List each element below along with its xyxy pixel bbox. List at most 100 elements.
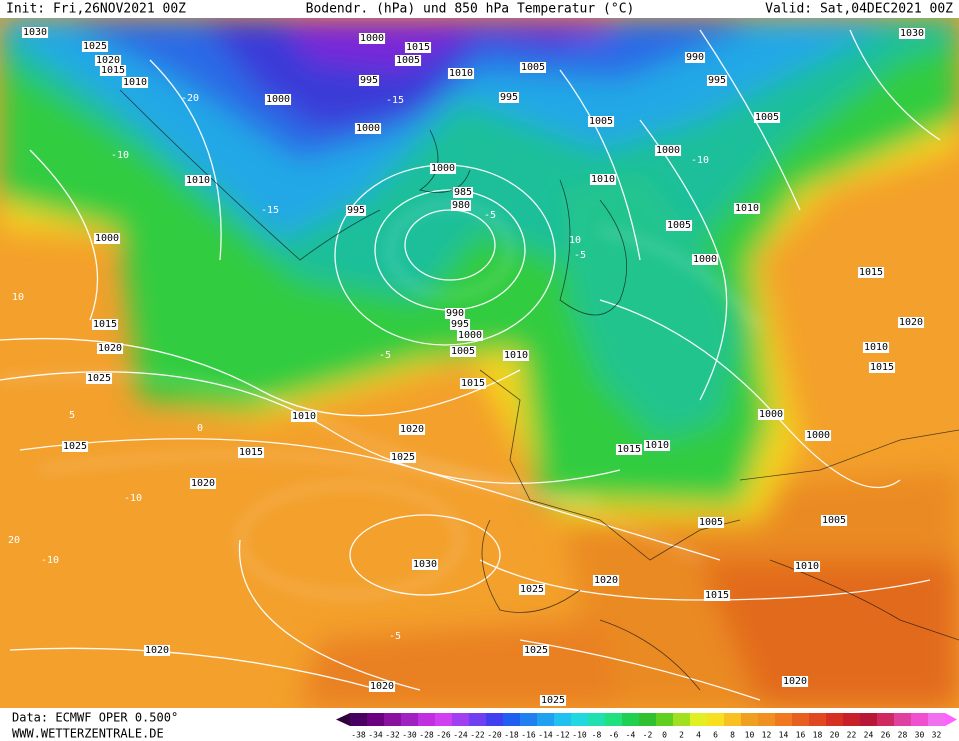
isobar-label-box bbox=[757, 409, 785, 420]
isobar-label: 1010 bbox=[449, 68, 473, 79]
isobar-label: 1020 bbox=[145, 645, 169, 656]
colorbar-cell bbox=[758, 713, 776, 726]
colorbar-label: -12 bbox=[555, 731, 570, 740]
isobar-label-box bbox=[411, 559, 439, 570]
isobar-label-box bbox=[189, 478, 217, 489]
isobar-label: 1025 bbox=[541, 695, 565, 706]
isobar-label-box bbox=[452, 187, 474, 198]
colorbar-label: -24 bbox=[453, 731, 468, 740]
isobar-label-box bbox=[459, 378, 487, 389]
isobar-label-box bbox=[654, 145, 682, 156]
isobar-label-box bbox=[519, 62, 547, 73]
colorbar-cell bbox=[809, 713, 827, 726]
isobar-label: 1005 bbox=[822, 515, 846, 526]
temperature-label: 5 bbox=[69, 410, 75, 421]
temperature-label: 10 bbox=[12, 292, 24, 303]
isobar-label: 985 bbox=[454, 187, 472, 198]
isobar-label-box bbox=[93, 233, 121, 244]
isobar-label-box bbox=[589, 174, 617, 185]
isobar-label-box bbox=[450, 200, 472, 211]
colorbar-cell bbox=[384, 713, 402, 726]
isobar-label: 1010 bbox=[864, 342, 888, 353]
colorbar-label: -4 bbox=[626, 731, 636, 740]
isobar-label-box bbox=[539, 695, 567, 706]
isobar-label: 1005 bbox=[699, 517, 723, 528]
isobar-label-box bbox=[793, 561, 821, 572]
isobar-label-box bbox=[857, 267, 885, 278]
isobar-label: 1010 bbox=[292, 411, 316, 422]
temperature-label: 10 bbox=[569, 235, 581, 246]
isobar-label: 1020 bbox=[98, 343, 122, 354]
temperature-label: -10 bbox=[124, 493, 142, 504]
colorbar-cell bbox=[690, 713, 708, 726]
isobar-label-box bbox=[706, 75, 728, 86]
init-time: Init: Fri,26NOV2021 00Z bbox=[6, 2, 186, 17]
colorbar-label: -34 bbox=[368, 731, 383, 740]
colorbar-arrow bbox=[336, 713, 350, 726]
isobar-label: 1010 bbox=[186, 175, 210, 186]
isobar-label-box bbox=[868, 362, 896, 373]
colorbar-cell bbox=[775, 713, 793, 726]
valid-time: Valid: Sat,04DEC2021 00Z bbox=[765, 2, 953, 17]
isobar-label-box bbox=[898, 28, 926, 39]
isobar-label: 1000 bbox=[95, 233, 119, 244]
temperature-label: -10 bbox=[691, 155, 709, 166]
isobar-label-box bbox=[345, 205, 367, 216]
isobar-label-box bbox=[290, 411, 318, 422]
isobar-label: 1015 bbox=[870, 362, 894, 373]
isobar-label-box bbox=[85, 373, 113, 384]
isobar-label: 1000 bbox=[656, 145, 680, 156]
colorbar-cell bbox=[554, 713, 572, 726]
colorbar-label: 0 bbox=[662, 731, 667, 740]
colorbar-label: -2 bbox=[643, 731, 653, 740]
isobar-label-box bbox=[358, 75, 380, 86]
isobar-label-box bbox=[733, 203, 761, 214]
isobar-label: 1020 bbox=[783, 676, 807, 687]
colorbar-label: -6 bbox=[609, 731, 619, 740]
isobar-label-box bbox=[862, 342, 890, 353]
colorbar-label: -26 bbox=[436, 731, 451, 740]
map-labels: 1030102510201015101010001015100510109951… bbox=[8, 27, 926, 706]
data-source: Data: ECMWF OPER 0.500° bbox=[12, 711, 178, 725]
temperature-label: -15 bbox=[261, 205, 279, 216]
isobar-label-box bbox=[404, 42, 432, 53]
isobar-label-box bbox=[143, 645, 171, 656]
isobar-label: 1030 bbox=[23, 27, 47, 38]
colorbar-label: -14 bbox=[538, 731, 553, 740]
colorbar-cell bbox=[418, 713, 436, 726]
isobar-label: 1025 bbox=[87, 373, 111, 384]
isobar-label-box bbox=[697, 517, 725, 528]
isobar-label: 1025 bbox=[520, 584, 544, 595]
isobar-label: 995 bbox=[708, 75, 726, 86]
isobar-label: 1000 bbox=[266, 94, 290, 105]
isobar-label-box bbox=[587, 116, 615, 127]
isobar-label-box bbox=[615, 444, 643, 455]
colorbar-label: 20 bbox=[830, 731, 840, 740]
colorbar-cell bbox=[350, 713, 368, 726]
temperature-label: -5 bbox=[389, 631, 401, 642]
isobar-label: 995 bbox=[500, 92, 518, 103]
isobar-label: 1025 bbox=[63, 441, 87, 452]
isobar-label-box bbox=[429, 163, 457, 174]
colorbar-cell bbox=[792, 713, 810, 726]
isobar-label: 1015 bbox=[617, 444, 641, 455]
isobar-label: 1020 bbox=[370, 681, 394, 692]
isobar-label: 1000 bbox=[431, 163, 455, 174]
colorbar-cell bbox=[435, 713, 453, 726]
isobar-label-box bbox=[21, 27, 49, 38]
isobar-label-box bbox=[184, 175, 212, 186]
colorbar-cell bbox=[401, 713, 419, 726]
isobar-label-box bbox=[91, 319, 119, 330]
colorbar-cell bbox=[622, 713, 640, 726]
colorbar-label: -18 bbox=[504, 731, 519, 740]
colorbar-cell bbox=[826, 713, 844, 726]
isobar-label-box bbox=[643, 440, 671, 451]
isobar-label-box bbox=[444, 308, 466, 319]
isobar-label-box bbox=[804, 430, 832, 441]
colorbar-cell bbox=[367, 713, 385, 726]
colorbar-arrow bbox=[945, 713, 957, 726]
isobar-label: 1010 bbox=[504, 350, 528, 361]
isobar-label: 1030 bbox=[413, 559, 437, 570]
isobar-label-box bbox=[99, 65, 127, 76]
isobar-label-box bbox=[703, 590, 731, 601]
